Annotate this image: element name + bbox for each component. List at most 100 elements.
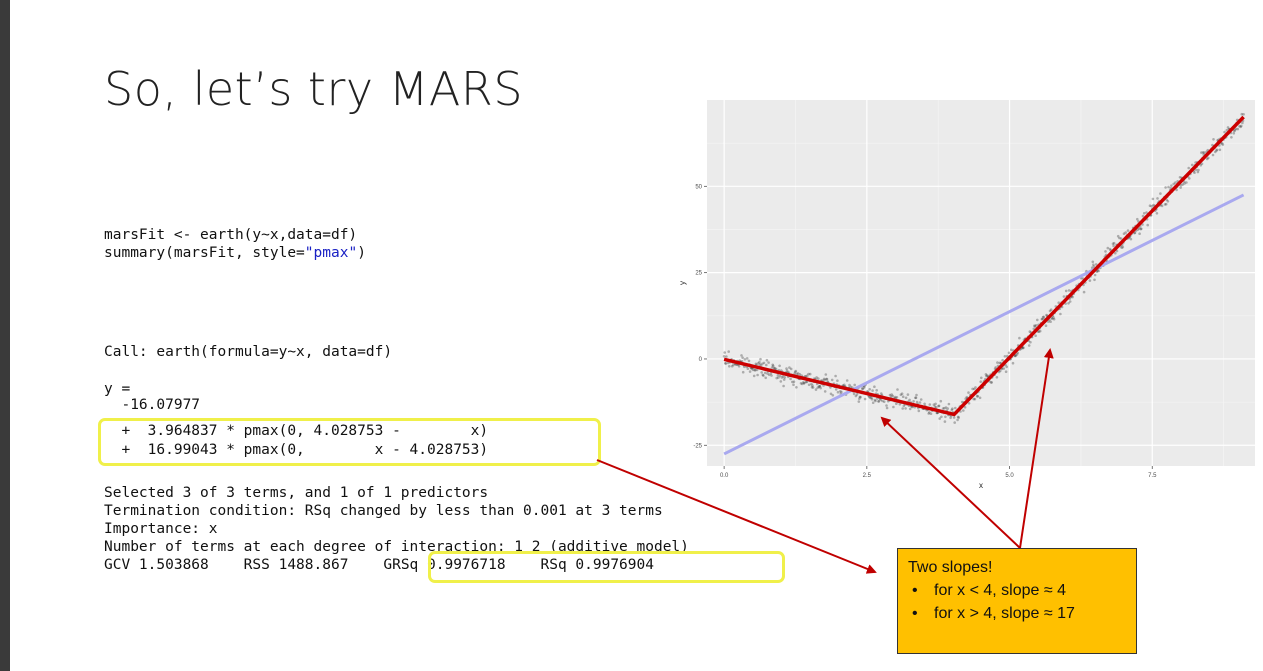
data-point: [761, 373, 765, 377]
data-point: [795, 372, 799, 376]
data-point: [858, 397, 861, 401]
y-axis-label: y: [678, 281, 687, 285]
data-point: [1049, 320, 1052, 324]
data-point: [1193, 171, 1196, 174]
data-point: [1175, 188, 1178, 192]
code-input-block: marsFit <- earth(y~x,data=df) summary(ma…: [104, 226, 366, 262]
x-tick-label: 5.0: [1005, 473, 1014, 479]
data-point: [1088, 279, 1092, 282]
data-point: [928, 403, 932, 406]
data-point: [818, 385, 821, 388]
data-point: [1167, 185, 1170, 189]
data-point: [1015, 353, 1019, 356]
data-point: [915, 393, 918, 397]
data-point: [852, 392, 856, 396]
data-point: [792, 380, 796, 384]
data-point: [785, 369, 789, 373]
plot-gridlines: [707, 100, 1255, 466]
data-point: [818, 384, 822, 388]
data-point: [1092, 265, 1096, 268]
data-point: [1211, 153, 1215, 157]
data-point: [726, 361, 730, 365]
data-point: [764, 376, 767, 380]
callout-item-left: • for x < 4, slope ≈ 4: [912, 582, 1066, 599]
data-point: [957, 416, 960, 419]
data-point: [1018, 336, 1021, 340]
data-point: [724, 362, 728, 365]
data-point: [873, 385, 876, 389]
data-point: [1014, 354, 1017, 358]
data-point: [1133, 231, 1137, 235]
mars-fit-line: [723, 115, 1245, 417]
data-point: [912, 400, 915, 403]
data-point: [1090, 266, 1094, 270]
data-point: [888, 393, 892, 397]
data-point: [946, 407, 949, 410]
y-tick-label: -25: [693, 443, 702, 449]
data-point: [780, 376, 784, 379]
data-point: [933, 405, 937, 408]
data-point: [1200, 151, 1203, 154]
data-point: [853, 383, 856, 387]
data-point: [899, 393, 903, 397]
data-point: [1093, 278, 1096, 282]
data-point: [1003, 355, 1007, 358]
data-point: [724, 362, 727, 365]
data-point: [777, 376, 780, 379]
data-point: [1238, 124, 1241, 128]
data-point: [906, 393, 910, 396]
data-point: [741, 356, 744, 360]
data-point: [799, 382, 803, 385]
data-point: [1146, 223, 1149, 227]
data-point: [814, 388, 818, 391]
data-point: [965, 395, 969, 399]
data-point: [859, 395, 862, 399]
data-point: [944, 415, 947, 419]
data-point: [796, 372, 800, 375]
data-point: [1152, 203, 1155, 207]
data-point: [762, 374, 765, 377]
data-point: [934, 402, 937, 406]
data-point: [1170, 184, 1173, 187]
data-point: [737, 365, 741, 368]
data-point: [914, 396, 917, 400]
data-point: [767, 361, 770, 364]
data-point: [1232, 132, 1236, 135]
data-point: [1212, 138, 1215, 141]
data-point: [1118, 236, 1121, 240]
data-point: [759, 364, 763, 367]
data-point: [727, 350, 730, 353]
slide-title: So, let’s try MARS: [104, 62, 524, 116]
data-point: [963, 406, 967, 409]
data-point: [1160, 204, 1164, 208]
data-point: [895, 396, 899, 399]
data-point: [725, 355, 728, 358]
data-point: [732, 363, 735, 367]
data-point: [794, 369, 798, 373]
data-point: [805, 380, 809, 384]
data-point: [1196, 170, 1200, 174]
data-point: [879, 398, 882, 402]
data-point: [978, 396, 982, 400]
data-point: [1234, 127, 1238, 131]
data-point: [1221, 143, 1225, 146]
data-point: [867, 395, 871, 399]
data-point: [789, 377, 792, 381]
data-point: [1010, 348, 1013, 352]
data-point: [1207, 156, 1210, 160]
y-equals-line: y =: [104, 381, 131, 397]
y-tick-label: 0: [699, 357, 703, 363]
data-point: [824, 373, 828, 376]
data-point: [1239, 125, 1242, 129]
data-point: [870, 397, 874, 401]
data-point: [934, 406, 938, 409]
two-slopes-callout: Two slopes! • for x < 4, slope ≈ 4 • for x…: [897, 548, 1137, 654]
data-point: [823, 378, 826, 382]
data-point: [751, 368, 755, 372]
data-point: [1011, 361, 1015, 365]
data-point: [730, 364, 734, 368]
data-point: [770, 366, 774, 369]
data-point: [1082, 290, 1086, 294]
data-point: [819, 386, 822, 390]
data-point: [774, 367, 778, 371]
